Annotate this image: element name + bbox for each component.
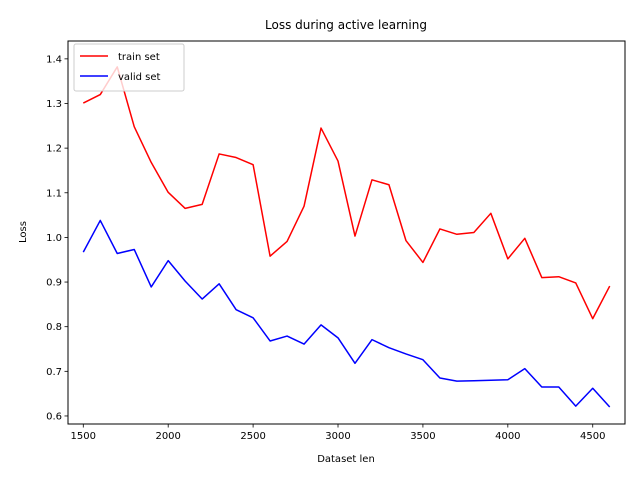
y-axis-label: Loss bbox=[18, 221, 29, 243]
y-tick-label: 1.2 bbox=[46, 144, 62, 155]
x-tick-label: 2500 bbox=[240, 431, 265, 442]
x-tick-label: 4000 bbox=[495, 431, 520, 442]
y-tick-label: 0.8 bbox=[46, 322, 62, 333]
x-tick-label: 2000 bbox=[155, 431, 180, 442]
axes-ticks: 1500 2000 2500 3000 3500 4000 4500 0.6 0.7 0.8 0.9… bbox=[46, 54, 605, 442]
legend: train set valid set bbox=[73, 43, 185, 92]
x-tick-label: 4500 bbox=[580, 431, 605, 442]
y-tick-label: 0.7 bbox=[46, 367, 62, 378]
x-tick-label: 3000 bbox=[325, 431, 350, 442]
x-axis-label: Dataset len bbox=[317, 454, 375, 465]
y-tick-label: 0.9 bbox=[46, 278, 62, 289]
y-tick-label: 1.1 bbox=[46, 188, 62, 199]
x-tick-label: 3500 bbox=[410, 431, 435, 442]
y-tick-label: 0.6 bbox=[46, 411, 62, 422]
y-tick-label: 1.4 bbox=[46, 54, 62, 65]
series-line-valid bbox=[82, 219, 611, 408]
chart-title: Loss during active learning bbox=[265, 18, 427, 32]
legend-label: train set bbox=[118, 52, 160, 63]
legend-label: valid set bbox=[118, 72, 160, 83]
plot-frame bbox=[67, 40, 626, 425]
y-tick-label: 1.0 bbox=[46, 233, 62, 244]
y-tick-label: 1.3 bbox=[46, 99, 62, 110]
plot-area bbox=[82, 66, 611, 408]
x-tick-label: 1500 bbox=[71, 431, 96, 442]
series-line-train bbox=[82, 66, 611, 320]
